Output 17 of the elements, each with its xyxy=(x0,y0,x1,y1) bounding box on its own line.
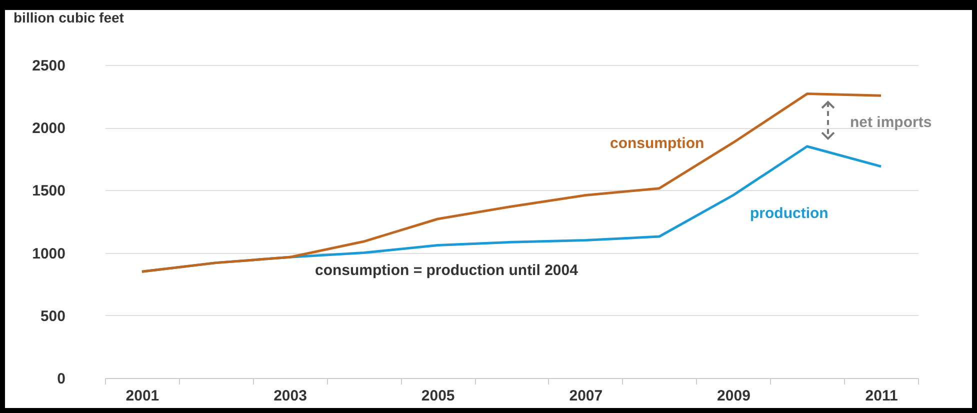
annotation: net imports xyxy=(850,114,932,131)
x-tick-label: 2007 xyxy=(569,388,603,404)
y-tick-label: 2000 xyxy=(32,120,66,138)
y-tick-label: 1500 xyxy=(32,182,66,200)
x-tick-label: 2009 xyxy=(717,388,750,404)
y-tick-label: 500 xyxy=(40,308,66,325)
x-tick-label: 2005 xyxy=(421,388,455,404)
y-tick-label: 2500 xyxy=(32,58,66,74)
y-tick-label: 1000 xyxy=(32,245,66,262)
series-label: production xyxy=(750,205,828,222)
y-axis-title: billion cubic feet xyxy=(14,10,124,26)
x-tick-label: 2011 xyxy=(865,388,898,404)
annotation: consumption = production until 2004 xyxy=(315,262,579,279)
y-tick-label: 0 xyxy=(57,370,66,388)
x-tick-label: 2003 xyxy=(274,388,307,404)
series-label: consumption xyxy=(610,135,704,152)
x-tick-label: 2001 xyxy=(126,388,160,404)
